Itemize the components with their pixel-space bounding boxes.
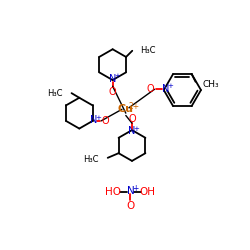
Text: O: O — [126, 200, 134, 210]
Text: O: O — [128, 114, 136, 124]
Text: +: + — [114, 73, 120, 79]
Text: O: O — [101, 116, 109, 126]
Text: +: + — [95, 115, 101, 121]
Text: N: N — [126, 186, 134, 196]
Text: CH₃: CH₃ — [202, 80, 219, 88]
Text: N: N — [162, 84, 169, 94]
Text: +: + — [167, 83, 173, 89]
Text: H₃C: H₃C — [140, 46, 156, 54]
Text: OH: OH — [140, 187, 156, 197]
Text: H₃C: H₃C — [83, 155, 98, 164]
Text: N: N — [128, 126, 136, 136]
Text: +: + — [134, 126, 140, 132]
Text: Cu: Cu — [118, 104, 134, 114]
Text: O: O — [147, 84, 154, 94]
Text: HO: HO — [106, 187, 122, 197]
Text: +: + — [132, 184, 138, 193]
Text: N: N — [90, 115, 97, 125]
Text: O: O — [109, 86, 116, 97]
Text: H₃C: H₃C — [47, 89, 62, 98]
Text: 2+: 2+ — [129, 102, 140, 111]
Text: N: N — [109, 74, 116, 84]
